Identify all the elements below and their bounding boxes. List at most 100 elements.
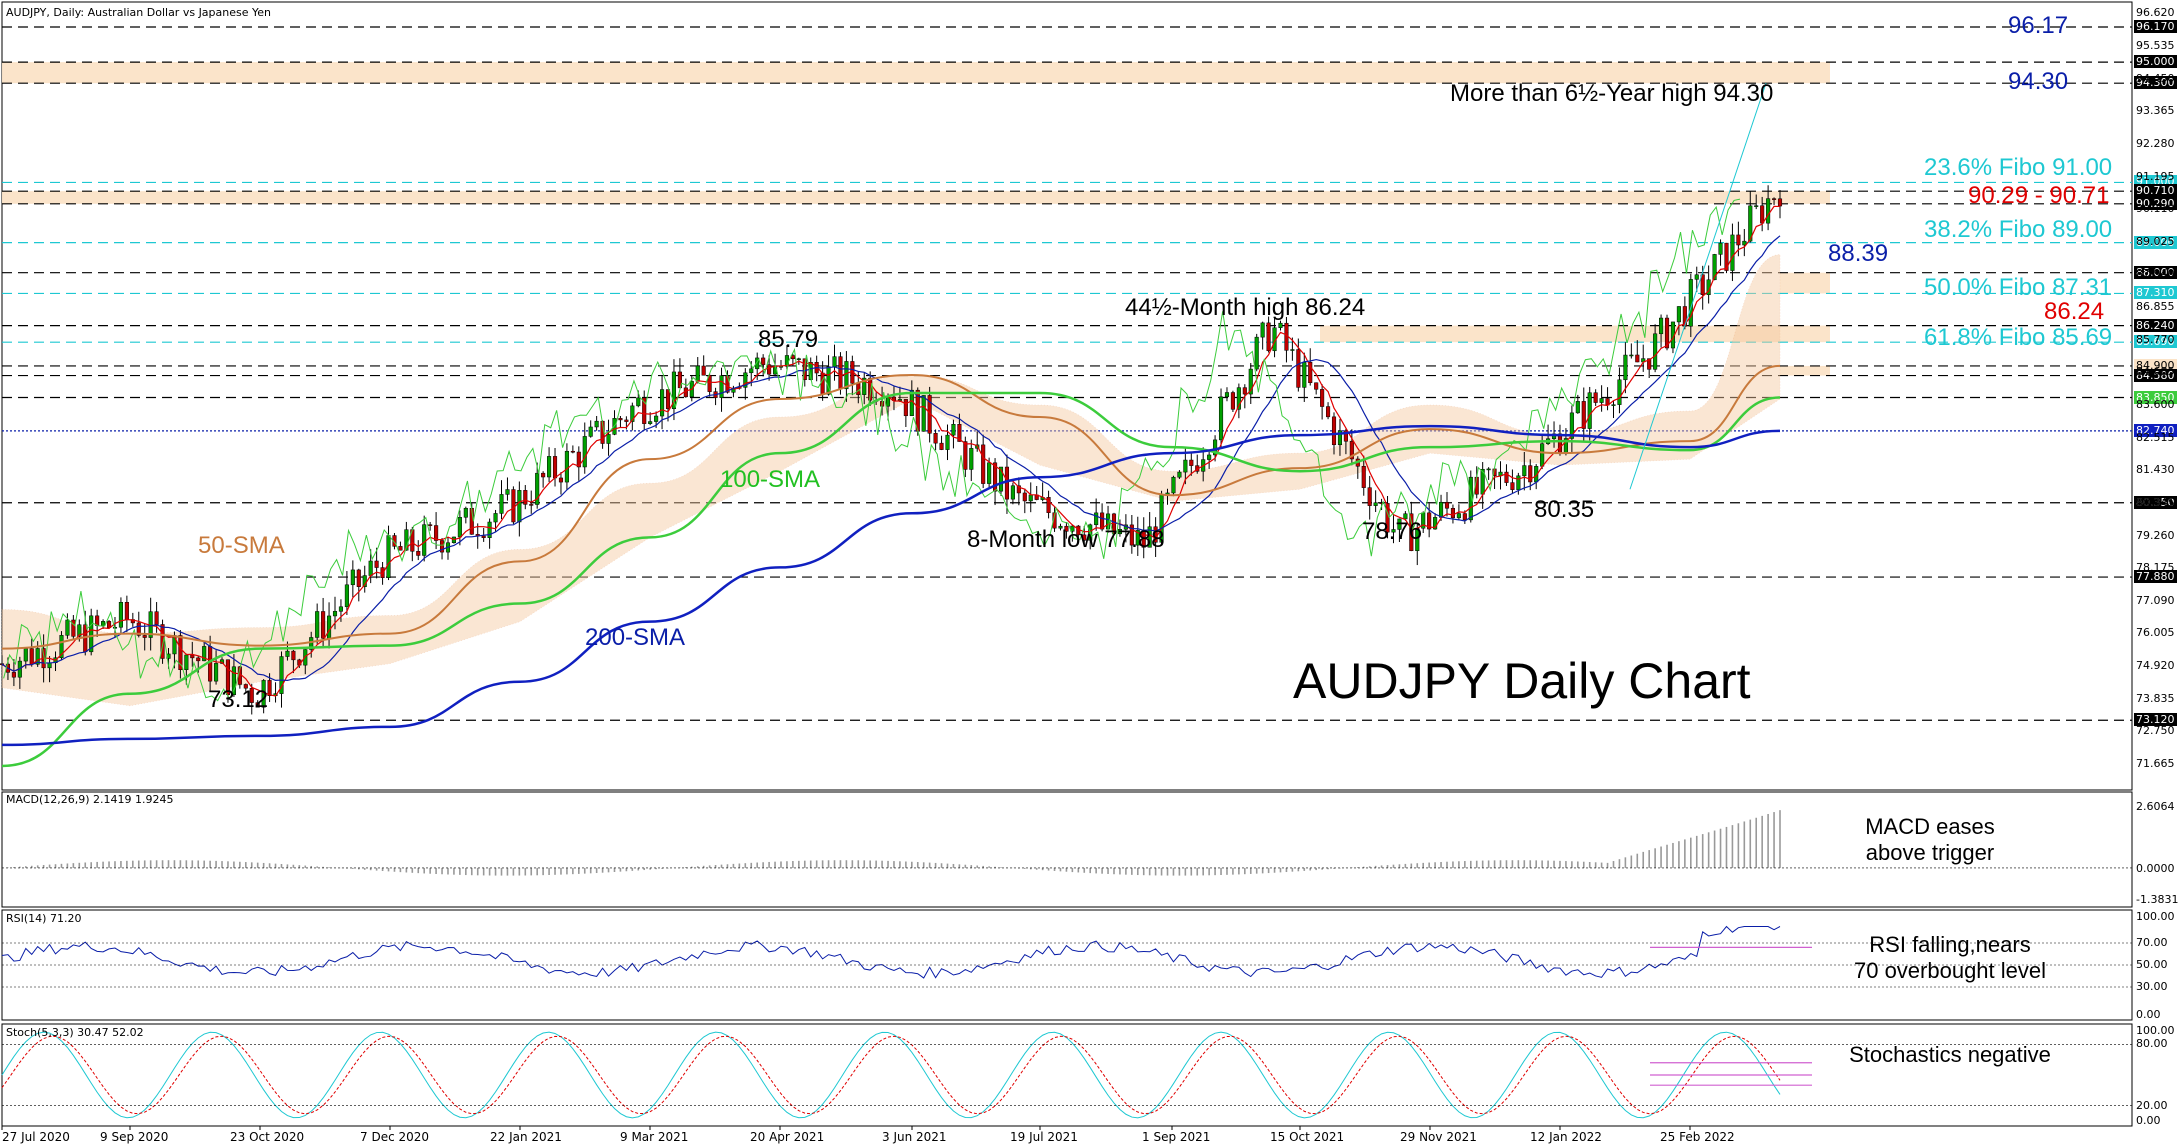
rsi-title: RSI(14) 71.20 bbox=[6, 912, 82, 925]
candle-body bbox=[398, 546, 403, 551]
candle-body bbox=[1326, 406, 1331, 418]
candle-body bbox=[1117, 529, 1122, 535]
zone-band bbox=[1780, 365, 1830, 376]
candle-body bbox=[606, 434, 611, 444]
candle-body bbox=[903, 399, 908, 417]
fibo-trendline bbox=[1629, 83, 1767, 490]
candle-body bbox=[386, 535, 391, 578]
kijun-line bbox=[1, 235, 1781, 682]
price-level-label: 84.580 bbox=[2134, 368, 2177, 382]
label-94-30: 94.30 bbox=[2008, 68, 2069, 95]
candle-body bbox=[1058, 525, 1063, 529]
macd-panel bbox=[1, 791, 2133, 908]
price-level-label: 89.000 bbox=[2134, 235, 2177, 249]
rsi-tick-label: 70.00 bbox=[2136, 936, 2168, 949]
candle-body bbox=[719, 375, 724, 398]
candle-body bbox=[1082, 534, 1087, 541]
candle-body bbox=[1302, 361, 1307, 388]
candle-body bbox=[1052, 512, 1057, 529]
candle-body bbox=[255, 702, 260, 708]
rsi-note: RSI falling,nears 70 overbought level bbox=[1853, 932, 2047, 983]
annotation-73-12: 73.12 bbox=[208, 686, 269, 713]
candle-body bbox=[1207, 454, 1212, 460]
candle-body bbox=[618, 418, 623, 421]
candle-body bbox=[660, 389, 665, 417]
candle-body bbox=[1587, 392, 1592, 429]
candle-body bbox=[517, 490, 522, 523]
candle-body bbox=[267, 680, 272, 696]
candle-body bbox=[1177, 471, 1182, 478]
candle-body bbox=[1343, 430, 1348, 442]
date-tick-label: 20 Apr 2021 bbox=[750, 1130, 825, 1144]
candle-body bbox=[202, 646, 207, 662]
candle-body bbox=[463, 507, 468, 518]
date-tick-label: 9 Mar 2021 bbox=[620, 1130, 689, 1144]
candle-body bbox=[808, 362, 813, 380]
candle-body bbox=[89, 615, 94, 653]
candle-body bbox=[428, 524, 433, 526]
label-88-39: 88.39 bbox=[1828, 240, 1889, 267]
stoch-d-line bbox=[1, 1035, 1781, 1115]
candle-body bbox=[1522, 465, 1527, 477]
price-level-label: 73.120 bbox=[2134, 713, 2177, 727]
candle-body bbox=[338, 606, 343, 612]
label-100-sma: 100-SMA bbox=[720, 466, 821, 493]
rsi-tick-label: 50.00 bbox=[2136, 958, 2168, 971]
macd-title: MACD(12,26,9) 2.1419 1.9245 bbox=[6, 793, 174, 806]
label-50-sma: 50-SMA bbox=[198, 532, 285, 559]
candle-body bbox=[1230, 392, 1235, 410]
candle-body bbox=[1617, 379, 1622, 405]
candle-body bbox=[1462, 513, 1467, 521]
label-fibo-382: 38.2% Fibo 89.00 bbox=[1924, 216, 2113, 243]
candle-body bbox=[761, 357, 766, 365]
date-tick-label: 22 Jan 2021 bbox=[490, 1130, 562, 1144]
candle-body bbox=[1004, 466, 1010, 500]
price-level-label: 90.290 bbox=[2134, 196, 2177, 210]
candle-body bbox=[1373, 502, 1378, 506]
candle-body bbox=[1623, 354, 1628, 381]
candle-body bbox=[1129, 524, 1134, 546]
chart-title: AUDJPY Daily Chart bbox=[1293, 653, 1751, 709]
candle-body bbox=[951, 423, 956, 436]
candle-body bbox=[1581, 401, 1586, 429]
price-tick-label: 76.005 bbox=[2136, 626, 2175, 640]
price-level-label: 95.000 bbox=[2134, 55, 2177, 69]
candle-body bbox=[1599, 398, 1604, 403]
candle-body bbox=[1183, 459, 1188, 473]
candle-body bbox=[279, 656, 284, 694]
candle-body bbox=[214, 663, 219, 682]
stoch-tick-label: 20.00 bbox=[2136, 1098, 2168, 1112]
candle-body bbox=[630, 405, 635, 422]
candle-body bbox=[1575, 401, 1580, 414]
candle-body bbox=[541, 472, 546, 478]
candle-body bbox=[1659, 317, 1664, 335]
candle-body bbox=[1397, 518, 1402, 530]
sma-100-line bbox=[1, 391, 1781, 768]
candle-body bbox=[1742, 240, 1747, 246]
annotation-78-76: 78.76 bbox=[1362, 518, 1423, 545]
candle-body bbox=[969, 448, 974, 470]
candle-body bbox=[957, 423, 962, 442]
date-tick-label: 3 Jun 2021 bbox=[882, 1130, 947, 1144]
candle-body bbox=[588, 426, 593, 437]
candle-body bbox=[1516, 475, 1521, 490]
candle-body bbox=[1320, 389, 1325, 407]
candle-body bbox=[826, 366, 831, 395]
candle-body bbox=[196, 657, 201, 662]
candle-body bbox=[832, 356, 837, 367]
candle-body bbox=[291, 650, 296, 661]
candle-body bbox=[1611, 404, 1616, 406]
candle-body bbox=[142, 635, 147, 638]
candle-body bbox=[124, 602, 129, 620]
candle-body bbox=[701, 365, 706, 376]
candle-body bbox=[225, 659, 231, 696]
candle-body bbox=[1528, 465, 1533, 483]
candle-body bbox=[648, 421, 653, 424]
candle-body bbox=[1260, 322, 1265, 338]
candle-body bbox=[1016, 485, 1021, 494]
candle-body bbox=[1450, 507, 1455, 519]
candle-body bbox=[1444, 501, 1450, 509]
candle-body bbox=[564, 450, 569, 483]
candle-body bbox=[1094, 512, 1099, 526]
